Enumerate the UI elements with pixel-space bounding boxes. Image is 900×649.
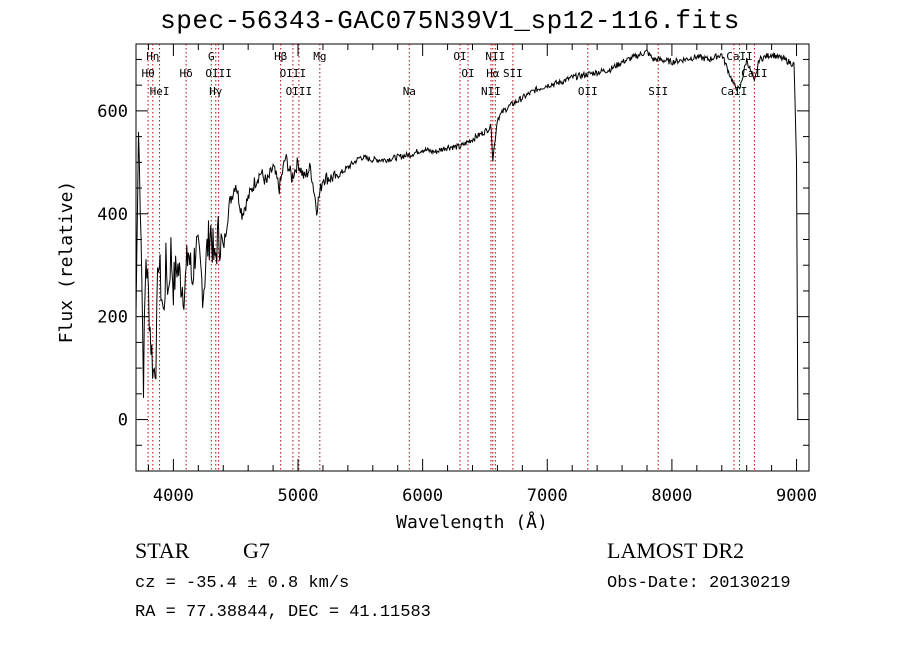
spectral-line-label: Hγ	[209, 85, 223, 98]
spectral-line-label: OIII	[280, 67, 307, 80]
spectral-type: G7	[243, 538, 270, 563]
x-tick-label: 7000	[527, 486, 568, 506]
spectral-line-label: Hδ	[179, 67, 192, 80]
spectral-line-label: OII	[578, 85, 598, 98]
y-tick-label: 600	[97, 102, 128, 122]
x-axis: 4000 5000 6000 7000 8000 9000	[147, 44, 817, 506]
y-axis-label: Flux (relative)	[56, 181, 77, 344]
spectral-line-label: OI	[453, 50, 466, 63]
x-axis-label: Wavelength (Å)	[396, 511, 548, 530]
spectral-line-label: SII	[648, 85, 668, 98]
spectral-line-label: OI	[461, 67, 474, 80]
spectrum-plot: Hη Hθ HeI Hδ G OIII Hγ Hβ OIII OIII Mg Na OI OI NII Hα N…	[56, 43, 817, 530]
spectral-line-label: OIII	[205, 67, 232, 80]
spectral-line-label: Hη	[146, 50, 159, 63]
spectral-line-label: NII	[481, 85, 501, 98]
spectral-line-label: Mg	[313, 50, 326, 63]
x-tick-label: 9000	[776, 486, 817, 506]
spectral-line-label: Hθ	[141, 67, 154, 80]
x-tick-label: 5000	[278, 486, 319, 506]
chart-title: spec-56343-GAC075N39V1_sp12-116.fits	[160, 6, 740, 36]
spectral-line-label: Na	[403, 85, 416, 98]
redshift-value: cz = -35.4 ± 0.8 km/s	[135, 574, 350, 593]
observation-date: Obs-Date: 20130219	[607, 574, 791, 593]
spectral-line-label: CaII	[741, 67, 768, 80]
plot-frame	[135, 43, 810, 472]
y-tick-label: 0	[118, 411, 128, 431]
spectral-line-label: NII	[485, 50, 505, 63]
spectral-line-label: CaII	[726, 50, 753, 63]
spectral-line-marks: Hη Hθ HeI Hδ G OIII Hγ Hβ OIII OIII Mg Na OI OI NII Hα N…	[141, 44, 768, 471]
spectral-line-label: Hβ	[274, 50, 288, 63]
survey-name: LAMOST DR2	[607, 538, 745, 563]
spectral-line-label: HeI	[150, 85, 170, 98]
spectral-line-label: SII	[503, 67, 523, 80]
x-tick-label: 4000	[153, 486, 194, 506]
spectral-line-label: OIII	[286, 85, 313, 98]
x-tick-label: 6000	[402, 486, 443, 506]
x-tick-label: 8000	[651, 486, 692, 506]
spectrum-series-line	[135, 49, 799, 420]
y-tick-label: 400	[97, 205, 128, 225]
object-class: STAR	[135, 538, 190, 563]
y-tick-label: 200	[97, 308, 128, 328]
spectral-line-label: Hα	[486, 67, 500, 80]
coordinates: RA = 77.38844, DEC = 41.11583	[135, 603, 431, 622]
spectral-line-label: G	[208, 50, 215, 63]
y-axis: 0 200 400 600	[97, 58, 809, 472]
spectral-line-label: CaII	[721, 85, 748, 98]
